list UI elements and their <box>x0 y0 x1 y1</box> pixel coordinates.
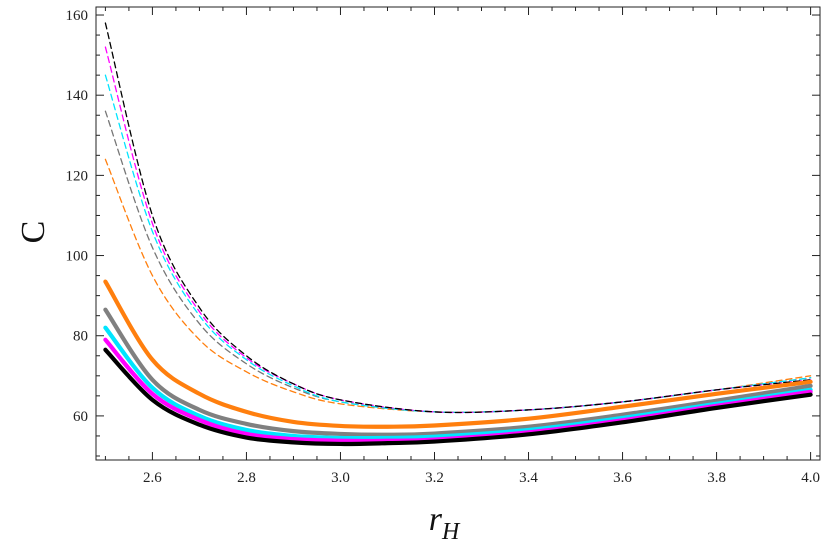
x-tick-label: 3.0 <box>331 470 350 486</box>
y-tick-label: 60 <box>73 409 88 425</box>
x-tick-label: 3.6 <box>613 470 632 486</box>
series-line-solid-9 <box>103 347 813 447</box>
y-tick-label: 140 <box>66 88 89 104</box>
series-line-solid-7 <box>103 325 813 441</box>
y-axis-title: C <box>15 221 52 244</box>
series-line-dashed-3 <box>104 46 812 414</box>
series-line-solid-6 <box>103 307 813 437</box>
y-tick-label: 160 <box>66 8 89 24</box>
y-tick-label: 100 <box>66 249 89 265</box>
ticks-layer: 2.6 2.8 3.0 3.2 3.4 3.6 3.8 4.0 60 80 100 120 140 160 <box>66 7 820 486</box>
y-tick-label: 80 <box>73 329 88 345</box>
y-tick-label: 120 <box>66 168 89 184</box>
x-axis-title: rH <box>429 501 461 545</box>
x-tick-label: 2.6 <box>143 470 162 486</box>
series-line-solid-5 <box>103 279 813 429</box>
x-tick-label: 3.4 <box>519 470 538 486</box>
series-line-dashed-0 <box>104 158 812 413</box>
plot-frame <box>95 6 821 461</box>
x-tick-label: 4.0 <box>801 470 820 486</box>
x-tick-label: 3.8 <box>707 470 726 486</box>
x-axis-title-main: r <box>429 501 443 538</box>
series-layer <box>103 22 813 447</box>
x-tick-label: 2.8 <box>237 470 256 486</box>
series-line-dashed-2 <box>104 74 812 414</box>
x-axis-title-sub: H <box>441 519 461 545</box>
x-tick-label: 3.2 <box>425 470 444 486</box>
series-line-dashed-4 <box>104 22 812 414</box>
series-line-dashed-1 <box>104 110 812 414</box>
